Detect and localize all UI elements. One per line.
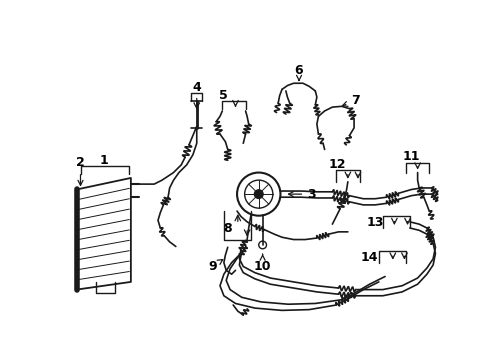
Text: 14: 14 <box>360 251 378 264</box>
Text: 1: 1 <box>99 154 108 167</box>
Text: 3: 3 <box>288 188 315 201</box>
Text: 4: 4 <box>192 81 201 94</box>
Text: 8: 8 <box>223 221 232 234</box>
Text: 5: 5 <box>219 89 228 102</box>
Text: 6: 6 <box>294 64 303 80</box>
Text: 13: 13 <box>366 216 383 229</box>
Text: 11: 11 <box>402 150 419 163</box>
Text: 12: 12 <box>328 158 346 171</box>
Text: 10: 10 <box>253 255 271 273</box>
Text: 9: 9 <box>207 260 222 273</box>
Text: 2: 2 <box>76 156 85 185</box>
Circle shape <box>254 190 263 198</box>
Text: 7: 7 <box>342 94 359 107</box>
